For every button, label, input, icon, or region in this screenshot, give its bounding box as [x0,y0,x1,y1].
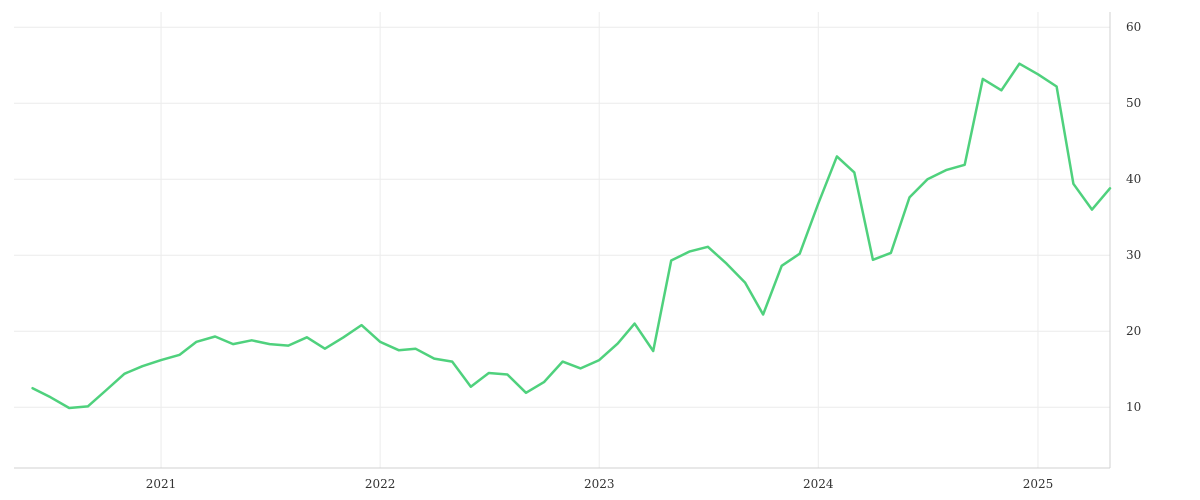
x-tick-label: 2023 [584,477,615,491]
y-tick-label: 20 [1126,324,1141,338]
y-tick-label: 10 [1126,400,1141,414]
tick-labels: 10 20 30 40 50 60 2021 2022 2023 2024 2025 [146,20,1142,491]
x-tick-label: 2025 [1023,477,1054,491]
series-group [31,62,1112,410]
x-tick-label: 2024 [803,477,834,491]
y-tick-label: 50 [1126,96,1141,110]
axes [14,12,1111,469]
series-line-0 [31,62,1112,410]
x-tick-label: 2022 [365,477,396,491]
y-tick-label: 60 [1126,20,1141,34]
x-tick-label: 2021 [146,477,177,491]
y-tick-label: 30 [1126,248,1141,262]
grid [14,12,1110,468]
y-tick-label: 40 [1126,172,1141,186]
